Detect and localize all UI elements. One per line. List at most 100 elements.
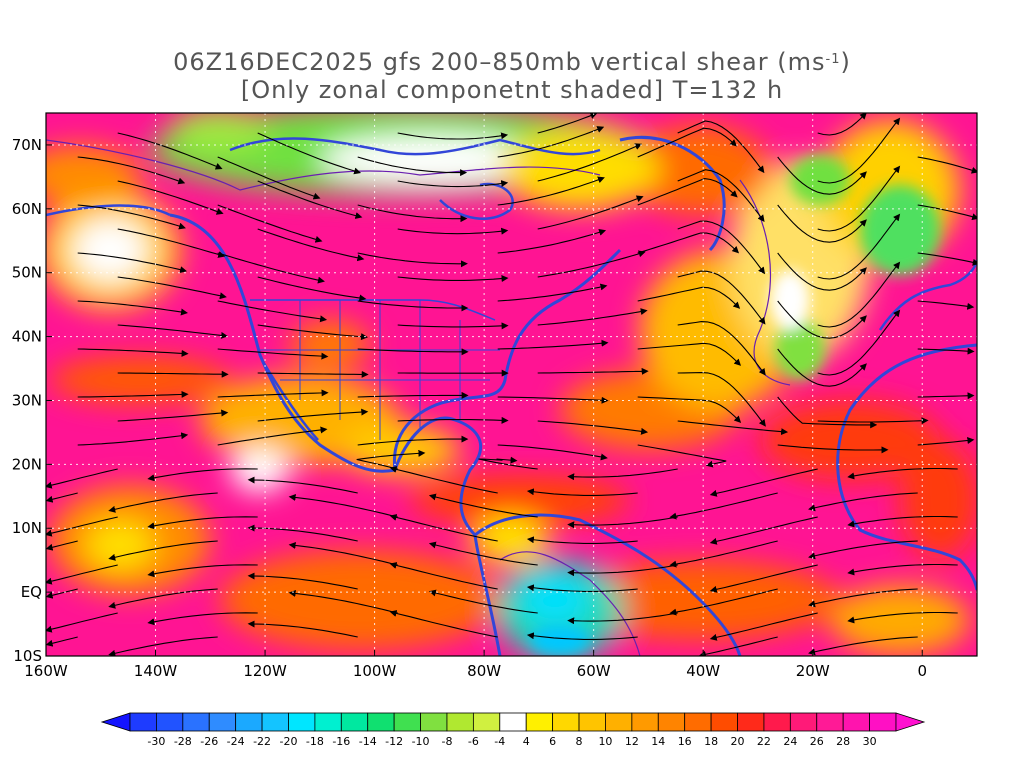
streamline bbox=[46, 612, 118, 633]
colorbar-label: 10 bbox=[598, 735, 612, 748]
longitude-tick-label: 40W bbox=[686, 662, 720, 680]
streamline bbox=[357, 300, 469, 312]
latitude-tick-label: 40N bbox=[12, 328, 42, 346]
longitude-tick-label: 60W bbox=[577, 662, 611, 680]
colorbar-label: -18 bbox=[306, 735, 324, 748]
streamline bbox=[677, 372, 766, 427]
latitude-tick-label: 10S bbox=[13, 647, 42, 665]
latitude-axis: 70N 60N 50N 40N 30N 20N 10N EQ 10S bbox=[12, 136, 52, 665]
colorbar-swatch bbox=[314, 712, 342, 732]
colorbar-label: 14 bbox=[651, 735, 665, 748]
streamline bbox=[637, 396, 742, 423]
streamline bbox=[257, 132, 362, 175]
streamline bbox=[497, 444, 608, 461]
streamline bbox=[526, 584, 638, 592]
lat-lon-gridlines bbox=[46, 113, 977, 656]
colorbar-swatch bbox=[684, 712, 712, 732]
colorbar-swatch bbox=[182, 712, 210, 732]
streamline bbox=[817, 417, 929, 425]
streamline bbox=[77, 432, 189, 446]
streamline bbox=[247, 572, 358, 590]
streamline bbox=[257, 228, 365, 262]
streamline bbox=[357, 435, 469, 446]
streamline bbox=[677, 220, 766, 275]
longitude-tick-label: 160W bbox=[24, 662, 68, 680]
colorbar-label: -10 bbox=[412, 735, 430, 748]
longitude-tick-label: 20W bbox=[796, 662, 830, 680]
latitude-tick-label: 50N bbox=[12, 264, 42, 282]
streamline bbox=[537, 308, 648, 326]
streamline bbox=[669, 492, 778, 520]
streamline bbox=[526, 536, 638, 544]
colorbar-label: 20 bbox=[731, 735, 745, 748]
north-america-coast bbox=[169, 213, 483, 537]
longitude-tick-label: 140W bbox=[134, 662, 178, 680]
streamline bbox=[247, 620, 358, 638]
streamline bbox=[637, 342, 742, 366]
arctic-coast bbox=[46, 137, 601, 217]
streamline bbox=[117, 324, 229, 339]
streamline bbox=[397, 227, 509, 235]
streamline bbox=[147, 612, 258, 626]
streamline bbox=[637, 232, 740, 254]
streamline bbox=[497, 396, 609, 404]
colorbar-label: -24 bbox=[227, 735, 245, 748]
latitude-tick-label: 60N bbox=[12, 200, 42, 218]
streamline bbox=[77, 252, 188, 274]
colorbar-swatch bbox=[552, 712, 580, 732]
streamline bbox=[108, 492, 218, 513]
streamline bbox=[397, 416, 509, 424]
streamline bbox=[108, 588, 218, 609]
greenland-coast bbox=[619, 135, 726, 252]
streamline bbox=[288, 493, 398, 518]
colorbar-swatch bbox=[129, 712, 157, 732]
colorbar-swatch bbox=[393, 712, 421, 732]
streamline bbox=[117, 370, 229, 378]
streamline bbox=[817, 261, 901, 328]
streamline bbox=[817, 117, 901, 184]
streamline bbox=[46, 564, 118, 585]
streamline bbox=[817, 165, 901, 232]
streamline bbox=[147, 564, 258, 578]
streamline bbox=[389, 610, 498, 638]
streamline bbox=[777, 156, 867, 195]
streamline bbox=[397, 275, 509, 283]
title-line1-prefix: 06Z16DEC2025 gfs 200–850mb vertical shea… bbox=[173, 48, 826, 76]
streamline bbox=[709, 516, 818, 545]
streamline bbox=[397, 180, 509, 188]
colorbar-label: 30 bbox=[863, 735, 877, 748]
colorbar-high-arrow bbox=[895, 712, 926, 732]
title-unit-exponent: -1 bbox=[825, 52, 841, 67]
streamline bbox=[257, 276, 367, 302]
streamline bbox=[709, 468, 818, 497]
streamline bbox=[217, 204, 323, 243]
colorbar-label: -26 bbox=[200, 735, 218, 748]
colorbar-label: 12 bbox=[625, 735, 639, 748]
streamline bbox=[777, 252, 867, 291]
colorbar-swatch bbox=[842, 712, 870, 732]
colorbar-swatch bbox=[499, 712, 527, 732]
title-line1-suffix: ) bbox=[840, 48, 851, 76]
colorbar-swatch bbox=[340, 712, 369, 732]
streamline bbox=[108, 636, 218, 656]
colorbar-label: 4 bbox=[523, 735, 530, 748]
map-title-line1: 06Z16DEC2025 gfs 200–850mb vertical shea… bbox=[0, 48, 1024, 76]
contour-line-1 bbox=[46, 139, 601, 191]
longitude-tick-label: 0 bbox=[917, 662, 927, 680]
streamline bbox=[397, 132, 509, 140]
streamline bbox=[217, 252, 325, 284]
streamline bbox=[217, 426, 328, 446]
map-title-line2: [Only zonal componetnt shaded] T=132 h bbox=[240, 76, 784, 104]
streamline bbox=[917, 436, 975, 446]
streamline bbox=[117, 409, 229, 422]
shear-shading-field bbox=[46, 113, 977, 656]
colorbar-swatch bbox=[288, 712, 316, 732]
streamline bbox=[46, 540, 78, 551]
streamline bbox=[288, 589, 398, 614]
streamline bbox=[537, 420, 649, 435]
streamline bbox=[497, 228, 607, 254]
streamline bbox=[117, 132, 223, 170]
streamline bbox=[117, 276, 227, 300]
streamline bbox=[257, 180, 363, 219]
